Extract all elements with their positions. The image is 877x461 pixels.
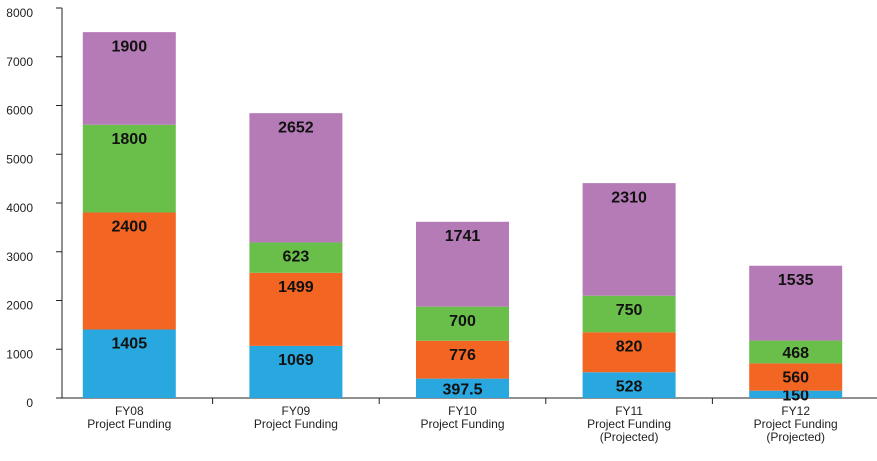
x-tick-label: Project Funding: [587, 417, 671, 431]
bar-segment: [416, 306, 509, 341]
x-tick-label: FY09: [282, 404, 311, 418]
data-label: 1741: [445, 228, 481, 245]
x-tick-label: Project Funding: [254, 417, 338, 431]
data-label: 150: [782, 388, 809, 405]
bar-segment: [582, 372, 676, 398]
bar-segment: [749, 363, 843, 391]
data-label: 1900: [112, 38, 148, 55]
data-label: 1535: [778, 272, 814, 289]
bar-segment: [249, 113, 343, 243]
bar-segment: [749, 340, 843, 364]
y-tick-label: 2000: [6, 299, 33, 313]
data-label: 397.5: [442, 382, 482, 399]
data-label: 2652: [278, 119, 314, 136]
x-tick-label: FY08: [115, 404, 144, 418]
x-tick-label: Project Funding: [754, 417, 838, 431]
data-label: 1405: [112, 336, 148, 353]
x-tick-label: (Projected): [600, 430, 659, 444]
bar-segment: [416, 340, 509, 379]
data-label: 1069: [278, 352, 314, 369]
x-tick-label: (Projected): [766, 430, 825, 444]
y-tick-label: 5000: [6, 152, 33, 166]
bar-segment: [82, 329, 176, 398]
bar-segment: [82, 32, 176, 125]
x-tick-label: FY11: [615, 404, 643, 418]
x-tick-label: FY10: [448, 404, 477, 418]
y-tick-label: 3000: [6, 250, 33, 264]
y-tick-label: 0: [26, 396, 33, 410]
bar-segment: [82, 212, 176, 330]
data-label: 560: [782, 370, 809, 387]
data-label: 528: [616, 378, 643, 395]
y-tick-label: 8000: [6, 6, 33, 20]
data-label: 623: [283, 249, 310, 266]
y-tick-label: 6000: [6, 104, 33, 118]
data-label: 776: [449, 347, 476, 364]
data-label: 468: [782, 345, 809, 362]
data-label: 1499: [278, 279, 314, 296]
x-tick-label: Project Funding: [420, 417, 504, 431]
x-tick-label: Project Funding: [87, 417, 171, 431]
bar-segment: [416, 378, 509, 398]
bar-segment: [582, 183, 676, 296]
y-tick-label: 7000: [6, 55, 33, 69]
bar-segment: [749, 265, 843, 341]
data-label: 2310: [611, 189, 647, 206]
bar-segment: [749, 390, 843, 398]
x-tick-label: FY12: [781, 404, 810, 418]
data-label: 820: [616, 339, 643, 356]
bar-segment: [582, 332, 676, 373]
bar-segment: [249, 272, 343, 346]
data-label: 700: [449, 313, 476, 330]
bar-segment: [82, 124, 176, 213]
bar-segment: [582, 295, 676, 333]
data-label: 2400: [112, 219, 148, 236]
data-label: 750: [616, 302, 643, 319]
bar-segment: [416, 221, 509, 307]
bar-segment: [249, 345, 343, 398]
y-tick-label: 4000: [6, 201, 33, 215]
bar-segment: [249, 242, 343, 273]
data-label: 1800: [112, 131, 148, 148]
y-tick-label: 1000: [6, 347, 33, 361]
